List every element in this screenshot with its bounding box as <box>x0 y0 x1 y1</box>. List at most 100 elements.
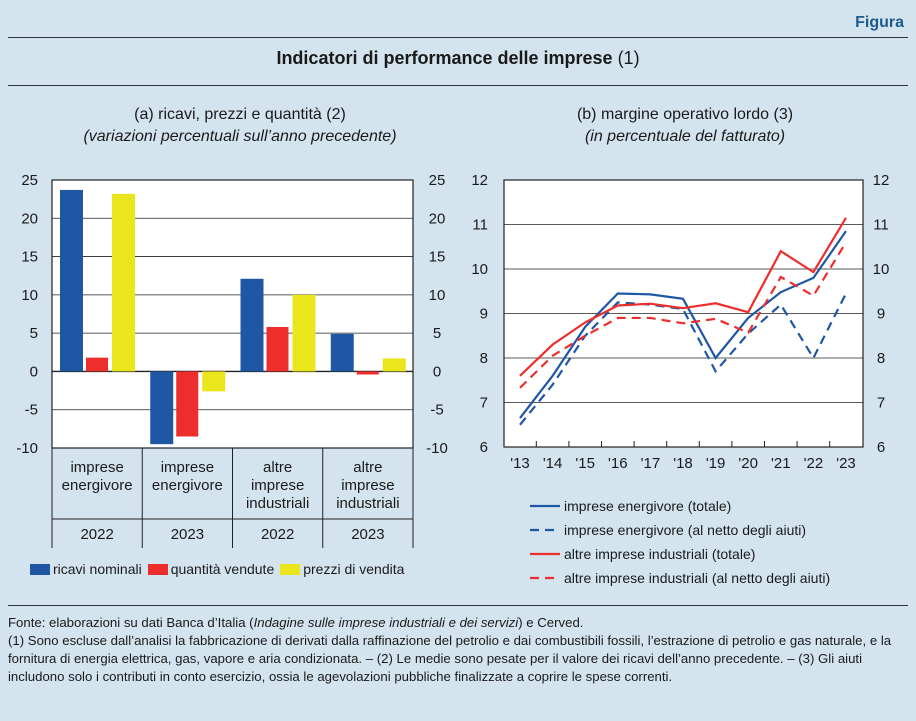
x-tick-label: '17 <box>641 455 661 472</box>
figure-label: Figura <box>855 14 904 31</box>
chart-a-subtitle: (variazioni percentuali sull’anno preced… <box>83 128 397 145</box>
line-imprese-energivore--al-netto-degli-aiuti- <box>519 292 847 426</box>
y-tick-left: 20 <box>21 210 38 227</box>
x-tick-label: '22 <box>804 455 824 472</box>
y-tick-right: -10 <box>426 440 448 457</box>
category-label: altre <box>353 459 382 476</box>
y-tick-left: 25 <box>21 172 38 189</box>
bar-prezzi-di-vendita <box>292 294 316 372</box>
category-year: 2023 <box>171 526 204 543</box>
source-italic: Indagine sulle imprese industriali e dei… <box>253 615 519 630</box>
y-tick-right: 11 <box>873 217 889 234</box>
legend-swatch <box>280 563 301 575</box>
bar-ricavi-nominali <box>150 371 174 445</box>
bar-quantità-vendute <box>176 371 199 437</box>
chart-b-heading: (b) margine operativo lordo (3) (in perc… <box>480 104 890 148</box>
footnote-text: (1) Sono escluse dall’analisi la fabbric… <box>8 633 892 684</box>
x-tick-label: '19 <box>706 455 726 472</box>
y-tick-left: 6 <box>480 439 488 456</box>
bar-prezzi-di-vendita <box>112 193 135 372</box>
divider <box>8 85 908 86</box>
legend-label: altre imprese industriali (al netto degl… <box>564 570 831 586</box>
category-label: industriali <box>246 495 309 512</box>
x-tick-label: '21 <box>771 455 791 472</box>
bar-prezzi-di-vendita <box>202 371 226 392</box>
title-text: Indicatori di performance delle imprese <box>276 48 613 68</box>
legend-label: imprese energivore (totale) <box>564 498 732 514</box>
plot-area-a <box>52 180 413 448</box>
legend-swatch <box>147 563 168 575</box>
bar-ricavi-nominali <box>60 189 83 372</box>
category-label: imprese <box>341 477 394 494</box>
y-tick-right: -5 <box>430 402 443 419</box>
x-tick-label: '15 <box>575 455 595 472</box>
legend-swatch <box>30 563 50 575</box>
source-prefix: Fonte: elaborazioni su dati Banca d’Ital… <box>8 615 254 630</box>
legend-line <box>530 552 560 556</box>
title-note: (1) <box>617 48 640 68</box>
x-tick-label: '16 <box>608 455 628 472</box>
x-tick-label: '18 <box>673 455 693 472</box>
legend-label: imprese energivore (al netto degli aiuti… <box>564 522 807 538</box>
category-year: 2022 <box>261 526 294 543</box>
legend-label: prezzi di vendita <box>303 561 405 577</box>
x-tick-label: '13 <box>510 455 530 472</box>
bar-quantità-vendute <box>86 357 108 372</box>
legend-item: altre imprese industriali (al netto degl… <box>530 566 830 590</box>
y-tick-left: 8 <box>480 350 488 367</box>
bar-quantità-vendute <box>356 371 379 375</box>
x-tick-label: '20 <box>738 455 758 472</box>
y-tick-right: 12 <box>873 172 890 189</box>
legend-item: ricavi nominali <box>30 561 142 577</box>
y-tick-right: 10 <box>873 261 890 278</box>
bar-ricavi-nominali <box>240 278 264 372</box>
legend-line <box>530 504 560 508</box>
y-tick-right: 9 <box>877 306 885 323</box>
line-imprese-energivore--totale- <box>519 230 847 419</box>
chart-b-title: (b) margine operativo lordo (3) <box>576 106 794 123</box>
chart-a-legend: ricavi nominali quantità vendute prezzi di… <box>30 561 404 577</box>
y-tick-right: 20 <box>429 210 446 227</box>
y-tick-right: 10 <box>429 287 446 304</box>
category-label: energivore <box>152 477 223 494</box>
y-tick-left: 11 <box>472 217 488 234</box>
legend-item: imprese energivore (al netto degli aiuti… <box>530 518 830 542</box>
divider <box>8 37 908 38</box>
bar-quantità-vendute <box>266 327 289 372</box>
y-tick-right: 15 <box>429 249 446 266</box>
legend-item: quantità vendute <box>147 561 274 577</box>
legend-label: altre imprese industriali (totale) <box>564 546 756 562</box>
source-note: Fonte: elaborazioni su dati Banca d’Ital… <box>8 614 908 632</box>
legend-line <box>530 576 560 580</box>
y-tick-right: 5 <box>433 325 441 342</box>
y-tick-right: 25 <box>429 172 446 189</box>
bar-prezzi-di-vendita <box>382 358 406 372</box>
y-tick-right: 0 <box>433 363 441 380</box>
chart-a-heading: (a) ricavi, prezzi e quantità (2) (varia… <box>40 104 440 148</box>
category-label: altre <box>263 459 292 476</box>
line-altre-imprese-industriali--al-netto-degli-aiuti- <box>519 241 847 389</box>
y-tick-left: -10 <box>16 440 38 457</box>
x-tick-label: '14 <box>543 455 563 472</box>
x-tick-label: '23 <box>836 455 856 472</box>
chart-b-legend: imprese energivore (totale) imprese energ… <box>530 494 830 590</box>
chart-a-title: (a) ricavi, prezzi e quantità (2) <box>134 106 346 123</box>
y-tick-left: 15 <box>21 249 38 266</box>
y-tick-left: 9 <box>480 306 488 323</box>
divider <box>8 605 908 606</box>
footnotes: Fonte: elaborazioni su dati Banca d’Ital… <box>8 614 908 686</box>
y-tick-left: 5 <box>30 325 38 342</box>
chart-b-subtitle: (in percentuale del fatturato) <box>584 128 786 145</box>
y-tick-right: 8 <box>877 350 885 367</box>
y-tick-left: 0 <box>30 363 38 380</box>
legend-label: ricavi nominali <box>53 561 142 577</box>
y-tick-left: 12 <box>471 172 488 189</box>
line-altre-imprese-industriali--totale- <box>519 217 847 377</box>
plot-frame-b <box>503 179 864 448</box>
legend-line <box>530 528 560 532</box>
legend-item: imprese energivore (totale) <box>530 494 830 518</box>
y-tick-left: 10 <box>471 261 488 278</box>
y-tick-right: 7 <box>877 395 885 412</box>
y-tick-right: 6 <box>877 439 885 456</box>
